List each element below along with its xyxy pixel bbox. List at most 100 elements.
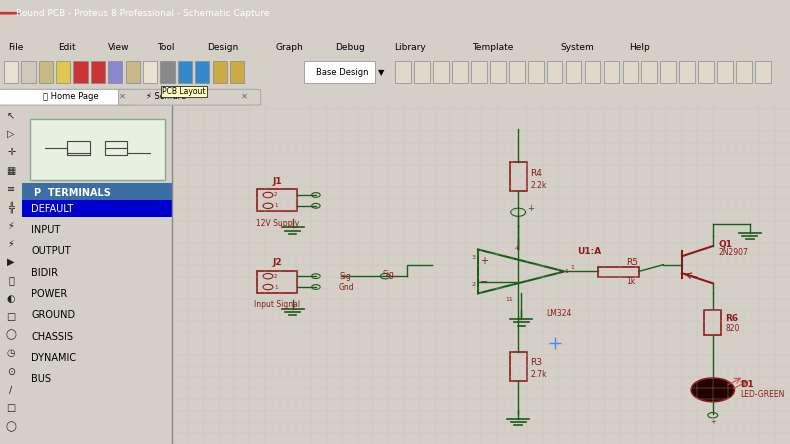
Bar <box>21 61 36 83</box>
Text: Tool: Tool <box>157 43 175 52</box>
Text: 2.2k: 2.2k <box>531 181 547 190</box>
Text: GROUND: GROUND <box>31 310 75 321</box>
Bar <box>56 61 70 83</box>
Text: POWER: POWER <box>31 289 67 299</box>
Text: Library: Library <box>394 43 426 52</box>
Text: 1: 1 <box>274 203 277 208</box>
Text: R5: R5 <box>626 258 638 267</box>
Bar <box>704 309 721 335</box>
Text: Edit: Edit <box>58 43 75 52</box>
Text: ◷: ◷ <box>7 349 15 358</box>
Text: 820: 820 <box>725 325 739 333</box>
Text: ◯: ◯ <box>6 330 17 340</box>
Bar <box>195 61 209 83</box>
Circle shape <box>691 378 735 402</box>
Text: ⚡: ⚡ <box>8 220 14 230</box>
Text: Q1: Q1 <box>719 240 733 249</box>
Bar <box>73 61 88 83</box>
Bar <box>91 61 105 83</box>
Text: ∕: ∕ <box>9 385 13 395</box>
Circle shape <box>0 12 21 14</box>
Bar <box>258 270 297 293</box>
Text: 2: 2 <box>274 274 277 279</box>
Text: 4: 4 <box>515 246 519 251</box>
Bar <box>395 61 411 83</box>
Bar <box>717 61 733 83</box>
Bar <box>623 61 638 83</box>
Text: Input Signal: Input Signal <box>254 300 300 309</box>
Text: Base Design: Base Design <box>316 68 368 77</box>
Bar <box>679 61 695 83</box>
Text: +: + <box>480 256 488 266</box>
Bar <box>641 61 657 83</box>
Text: ◐: ◐ <box>7 293 15 304</box>
Text: LM324: LM324 <box>546 309 571 317</box>
Bar <box>213 61 227 83</box>
Bar <box>178 61 192 83</box>
Text: INPUT: INPUT <box>31 225 60 235</box>
Text: ▶: ▶ <box>7 257 15 267</box>
Text: DYNAMIC: DYNAMIC <box>31 353 77 363</box>
Text: ⊙: ⊙ <box>7 367 15 377</box>
FancyBboxPatch shape <box>0 89 134 105</box>
Bar <box>258 190 297 211</box>
Text: ⚡: ⚡ <box>8 239 14 249</box>
Text: ✕: ✕ <box>241 92 248 101</box>
Text: OUTPUT: OUTPUT <box>31 246 71 257</box>
Bar <box>104 141 127 155</box>
Text: ↖: ↖ <box>7 111 15 121</box>
Text: 1: 1 <box>570 265 574 270</box>
Text: ▼: ▼ <box>378 68 384 77</box>
Text: PCB Layout: PCB Layout <box>162 87 205 96</box>
Bar <box>414 61 430 83</box>
Text: R6: R6 <box>725 314 739 323</box>
Bar <box>599 267 638 277</box>
Text: 2.7k: 2.7k <box>531 370 547 379</box>
Text: ▷: ▷ <box>7 129 15 139</box>
Text: J1: J1 <box>273 177 282 186</box>
Bar <box>67 141 89 155</box>
Text: 🔧: 🔧 <box>8 275 14 285</box>
Bar <box>510 352 527 381</box>
Text: Sig: Sig <box>339 272 351 281</box>
Text: 2: 2 <box>472 282 476 287</box>
Text: ✕: ✕ <box>118 92 126 101</box>
Bar <box>39 61 53 83</box>
Bar <box>585 61 600 83</box>
Bar <box>452 61 468 83</box>
Text: 2N2907: 2N2907 <box>719 248 749 258</box>
Text: R4: R4 <box>531 169 543 178</box>
Bar <box>660 61 676 83</box>
Bar <box>736 61 752 83</box>
Bar <box>22 200 172 217</box>
Bar <box>528 61 544 83</box>
Text: BIDIR: BIDIR <box>31 268 58 278</box>
Text: P  TERMINALS: P TERMINALS <box>34 188 111 198</box>
Bar <box>126 61 140 83</box>
FancyBboxPatch shape <box>118 89 261 105</box>
Bar <box>108 61 122 83</box>
Text: −: − <box>480 277 488 287</box>
Text: 12V Supply: 12V Supply <box>256 219 299 228</box>
Text: 11: 11 <box>505 297 513 302</box>
Text: +: + <box>528 204 534 213</box>
Text: CHASSIS: CHASSIS <box>31 332 73 342</box>
Text: Help: Help <box>629 43 649 52</box>
Text: Gnd: Gnd <box>339 282 355 292</box>
Text: R3: R3 <box>531 358 543 367</box>
Text: Graph: Graph <box>276 43 303 52</box>
Text: Debug: Debug <box>335 43 365 52</box>
Text: 1: 1 <box>274 285 277 289</box>
Text: □: □ <box>6 403 16 413</box>
Text: Round PCB - Proteus 8 Professional - Schematic Capture: Round PCB - Proteus 8 Professional - Sch… <box>16 9 269 18</box>
Text: View: View <box>107 43 129 52</box>
Text: 🏠 Home Page: 🏠 Home Page <box>43 92 99 101</box>
Text: ⚡ Sc...ure: ⚡ Sc...ure <box>146 92 186 101</box>
Text: LED-GREEN: LED-GREEN <box>740 390 785 400</box>
Text: File: File <box>8 43 23 52</box>
Text: 1k: 1k <box>626 277 635 286</box>
Bar <box>509 61 525 83</box>
Text: D1: D1 <box>740 381 754 389</box>
Bar <box>510 163 527 191</box>
Text: □: □ <box>6 312 16 322</box>
